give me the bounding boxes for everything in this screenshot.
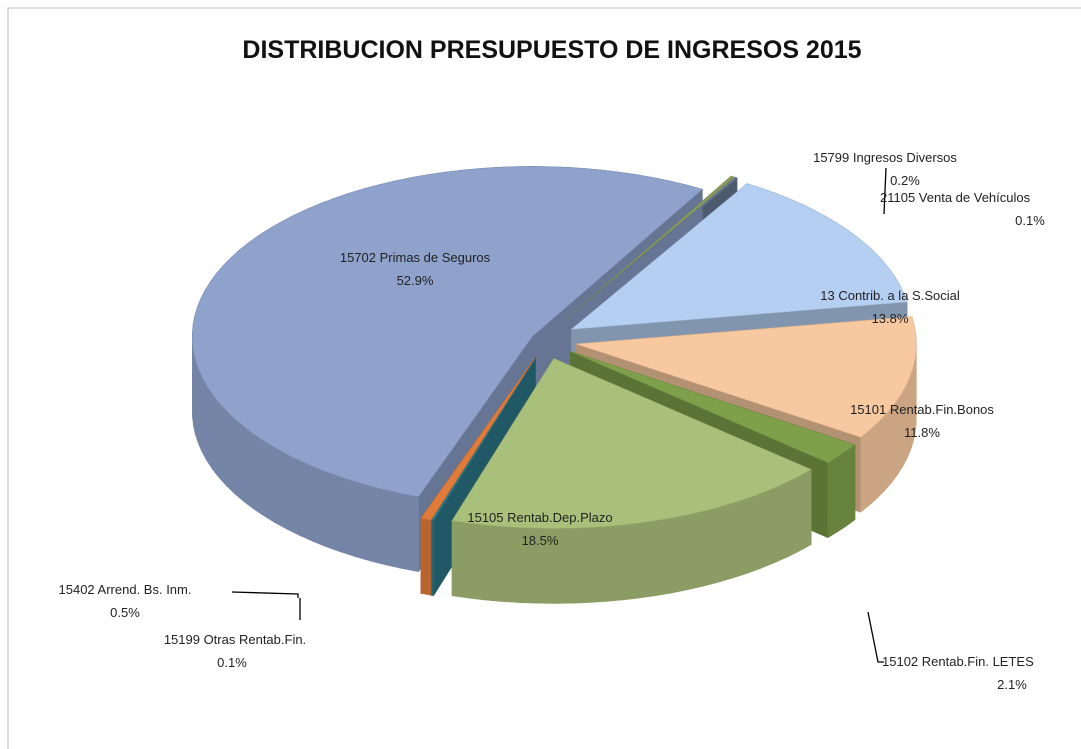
slice-side: [195, 359, 199, 444]
slice-side: [587, 526, 606, 603]
slice: [576, 316, 917, 438]
slice-side: [799, 469, 812, 552]
slice-side: [286, 453, 300, 536]
slice-label: 15702 Primas de Seguros: [340, 250, 491, 265]
slice-value-label: 0.1%: [217, 655, 247, 670]
slice-side: [747, 492, 762, 574]
slice: [570, 351, 856, 463]
leader-line: [867, 611, 884, 663]
slice: [561, 177, 738, 324]
slice-value-label: 11.8%: [904, 425, 940, 440]
slice-side: [206, 384, 213, 471]
slice-side: [884, 406, 893, 491]
slice-side: [369, 485, 387, 566]
slice-label: 21105 Venta de Vehículos: [880, 190, 1031, 205]
slice-label: 15101 Rentab.Fin.Bonos: [850, 402, 994, 417]
slice-side: [233, 417, 244, 502]
slice-side: [570, 527, 589, 604]
slice-side: [339, 476, 356, 557]
slice-side: [760, 487, 775, 569]
slice-side: [420, 518, 427, 595]
slice-side: [621, 522, 639, 601]
slice-side: [242, 425, 254, 509]
slice-side: [252, 432, 264, 517]
slice-side: [218, 401, 227, 487]
slice-label: 15102 Rentab.Fin. LETES: [882, 654, 1034, 669]
slice-value-label: 2.1%: [997, 677, 1027, 692]
slice: [431, 358, 536, 521]
leader-line: [883, 167, 887, 215]
slice-side: [201, 377, 208, 461]
slice-side: [687, 510, 704, 591]
slice-value-label: 0.1%: [1015, 213, 1045, 228]
slice-value-label: 0.5%: [110, 605, 140, 620]
slice-label: 15799 Ingresos Diversos: [813, 150, 957, 165]
slice-side: [877, 414, 886, 499]
slice-label: 15105 Rentab.Dep.Plazo: [467, 510, 612, 525]
slice: [420, 358, 536, 521]
slice-side: [732, 497, 748, 579]
slice: [192, 166, 703, 498]
slice-label: 15402 Arrend. Bs. Inm.: [59, 582, 192, 597]
slice-side: [468, 522, 486, 601]
slice-side: [274, 446, 287, 530]
slice-side: [263, 439, 275, 523]
slice-side: [702, 506, 719, 587]
slice: [570, 183, 908, 330]
leader-line: [231, 591, 299, 598]
slice-value-label: 52.9%: [397, 273, 434, 288]
slice-label: 13 Contrib. a la S.Social: [820, 288, 960, 303]
slice-side: [787, 475, 800, 558]
pie: [192, 166, 917, 604]
slice-side: [311, 465, 327, 547]
slice-side: [325, 471, 341, 553]
slice-value-label: 0.2%: [890, 173, 920, 188]
slice-label: 15199 Otras Rentab.Fin.: [164, 632, 306, 647]
slice-side: [860, 429, 870, 513]
slice-side: [385, 489, 403, 569]
slice-side: [298, 459, 313, 542]
slice-side: [225, 409, 235, 495]
slice-value-label: 18.5%: [522, 533, 559, 548]
slice: [451, 358, 812, 529]
slice-side: [654, 517, 672, 597]
slice-side: [354, 481, 371, 562]
slice-side: [846, 444, 856, 527]
slice-side: [638, 520, 656, 599]
slice-value-label: 13.8%: [872, 311, 909, 326]
slice-side: [604, 524, 623, 602]
slice-side: [451, 520, 469, 599]
slice-side: [837, 450, 847, 533]
slice-side: [485, 524, 503, 602]
slice-side: [401, 493, 419, 573]
slice-side: [827, 456, 838, 539]
slice-side: [869, 422, 878, 506]
slice-side: [671, 514, 688, 594]
slice-side: [425, 518, 432, 596]
chart-title: DISTRIBUCION PRESUPUESTO DE INGRESOS 201…: [242, 36, 861, 64]
slice-side: [501, 526, 520, 603]
slice-side: [198, 368, 203, 453]
slice-side: [432, 520, 434, 596]
slice-side: [717, 502, 734, 583]
slice-side: [212, 393, 220, 479]
slice-side: [774, 481, 788, 564]
